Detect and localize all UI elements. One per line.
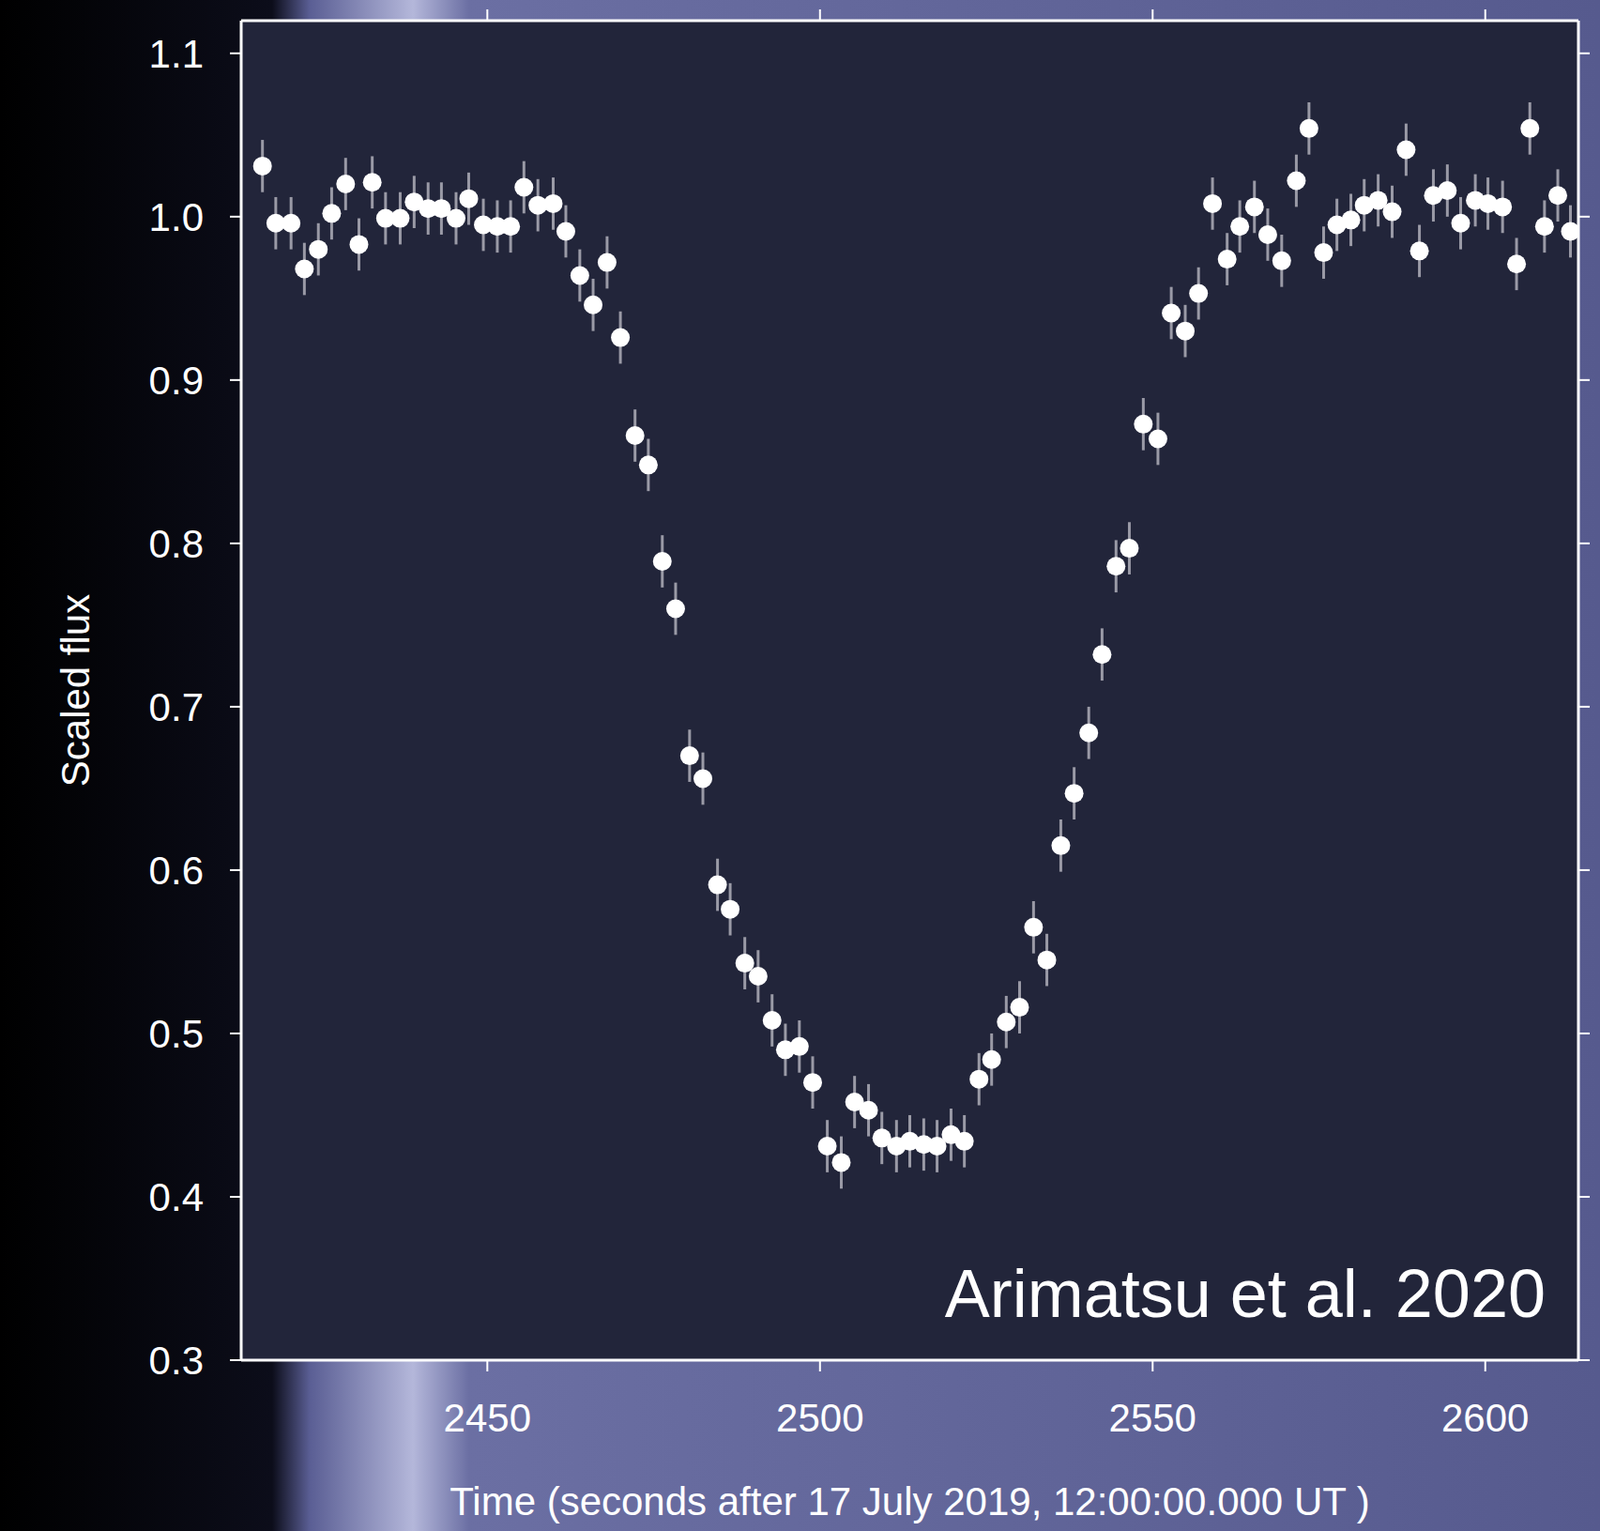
svg-text:2450: 2450	[443, 1395, 532, 1440]
svg-text:0.7: 0.7	[149, 685, 204, 730]
svg-text:Scaled flux: Scaled flux	[53, 594, 98, 787]
svg-text:2600: 2600	[1441, 1395, 1529, 1440]
svg-text:0.8: 0.8	[149, 521, 204, 566]
svg-text:0.5: 0.5	[149, 1011, 204, 1056]
svg-text:2550: 2550	[1109, 1395, 1197, 1440]
svg-text:0.3: 0.3	[149, 1338, 204, 1383]
svg-text:Time (seconds after 17 July 2: Time (seconds after 17 July 2019, 12:00:…	[449, 1478, 1371, 1524]
svg-text:0.4: 0.4	[149, 1174, 204, 1220]
svg-text:1.0: 1.0	[149, 195, 204, 240]
svg-text:0.9: 0.9	[149, 358, 204, 403]
svg-text:2500: 2500	[776, 1395, 864, 1440]
html-text:Arimatsu et al. 2020: Arimatsu et al. 2020	[944, 1255, 1546, 1331]
svg-text:0.6: 0.6	[149, 848, 204, 893]
svg-text:1.1: 1.1	[149, 31, 204, 77]
